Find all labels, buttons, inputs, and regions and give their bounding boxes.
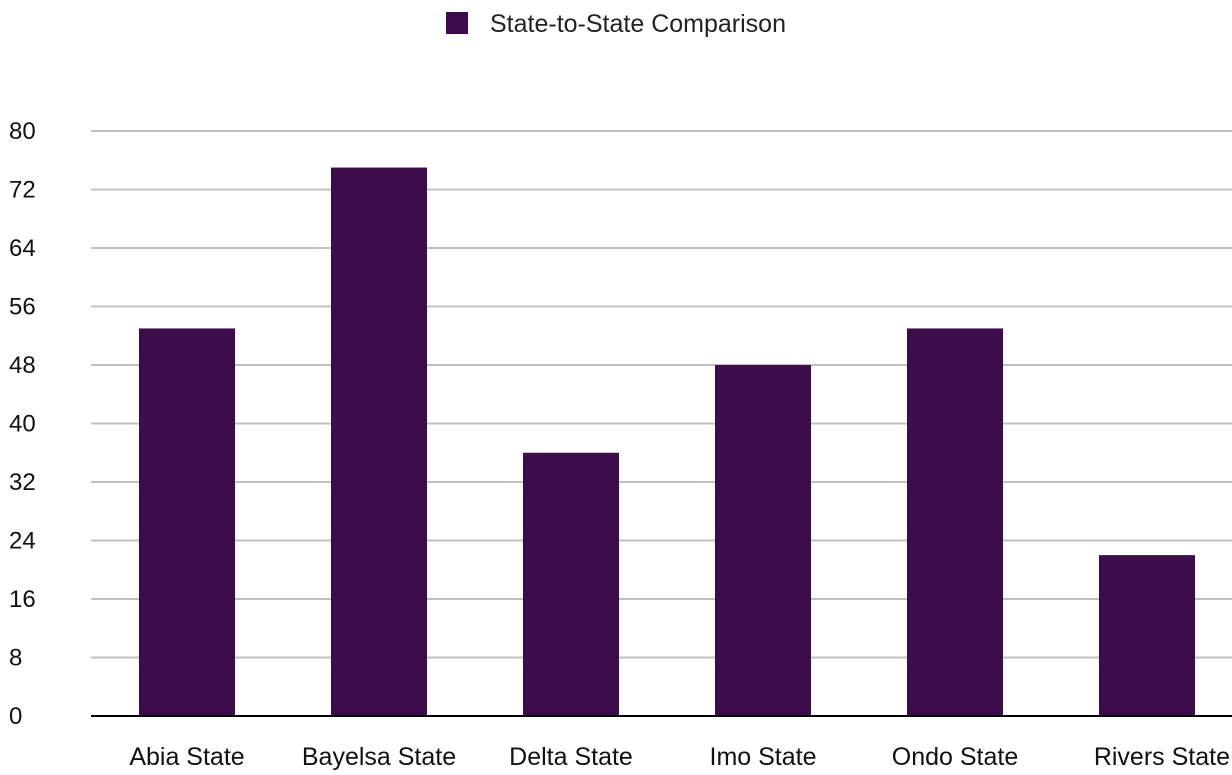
bars (139, 167, 1195, 716)
bar (715, 365, 811, 716)
y-tick-label: 48 (9, 352, 36, 379)
x-category-label: Rivers State (1094, 743, 1230, 771)
x-category-label: Delta State (509, 743, 633, 771)
legend-swatch-icon (446, 12, 468, 34)
y-axis-tick-labels: 0 8 16 24 32 40 48 56 64 72 80 (9, 118, 36, 730)
y-tick-label: 56 (9, 294, 36, 321)
y-tick-label: 16 (9, 586, 36, 613)
y-tick-label: 24 (9, 528, 36, 555)
y-tick-label: 0 (9, 703, 22, 730)
y-tick-label: 8 (9, 645, 22, 672)
y-tick-label: 80 (9, 118, 36, 145)
bar (523, 452, 619, 716)
y-tick-label: 40 (9, 411, 36, 438)
bar (139, 328, 235, 716)
bar (331, 167, 427, 716)
chart-legend: State-to-State Comparison (0, 6, 1232, 42)
x-category-label: Imo State (710, 743, 817, 771)
x-category-label: Abia State (129, 743, 244, 771)
x-category-label: Bayelsa State (302, 743, 456, 771)
bar (907, 328, 1003, 716)
y-tick-label: 32 (9, 469, 36, 496)
bar (1099, 555, 1195, 716)
legend-series-label: State-to-State Comparison (490, 10, 786, 38)
y-tick-label: 64 (9, 235, 36, 262)
x-axis-category-labels: Abia State Bayelsa State Delta State Imo St… (129, 743, 1230, 771)
y-tick-label: 72 (9, 177, 36, 204)
x-category-label: Ondo State (892, 743, 1018, 771)
gridlines (91, 130, 1232, 659)
